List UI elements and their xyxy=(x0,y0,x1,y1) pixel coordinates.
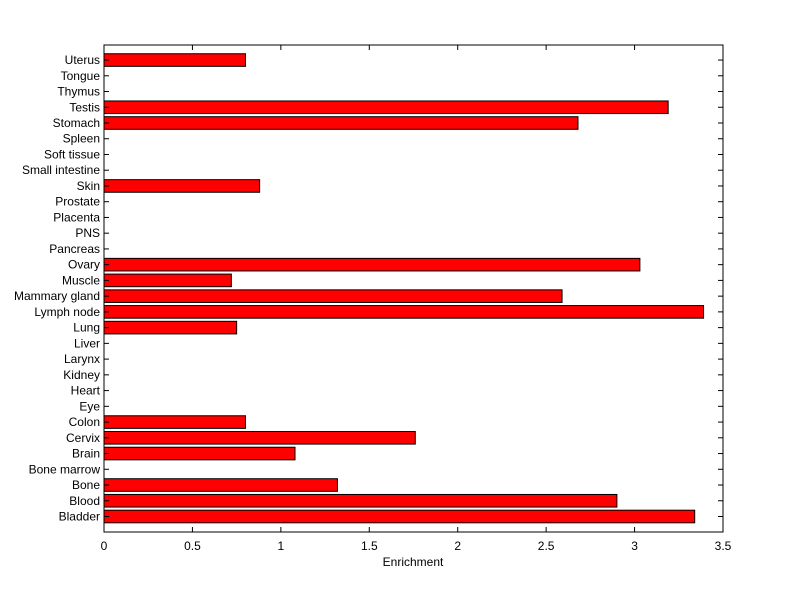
bar-ovary xyxy=(103,257,641,272)
y-tick-label-pancreas: Pancreas xyxy=(49,242,100,256)
y-tick-label-placenta: Placenta xyxy=(53,210,100,224)
y-tick-label-muscle: Muscle xyxy=(62,273,100,287)
x-tick-label-5: 2.5 xyxy=(538,539,555,553)
y-tick-label-cervix: Cervix xyxy=(66,431,100,445)
bar-bladder xyxy=(103,509,696,524)
y-tick-label-skin: Skin xyxy=(77,179,100,193)
y-tick-label-blood: Blood xyxy=(69,494,100,508)
y-tick-label-small-intestine: Small intestine xyxy=(22,163,100,177)
bar-bone xyxy=(103,478,338,492)
bar-mammary-gland xyxy=(103,289,563,303)
y-tick-label-uterus: Uterus xyxy=(65,53,100,67)
bar-uterus xyxy=(103,53,246,67)
y-tick-label-stomach: Stomach xyxy=(53,116,100,130)
y-tick-label-bladder: Bladder xyxy=(59,510,100,524)
y-tick-label-kidney: Kidney xyxy=(63,368,100,382)
x-tick-labels: 0 0.5 1 1.5 2 2.5 3 3.5 xyxy=(101,539,732,553)
y-tick-label-larynx: Larynx xyxy=(64,352,100,366)
bar-skin xyxy=(103,179,261,193)
y-tick-label-tongue: Tongue xyxy=(61,69,101,83)
y-tick-label-bone: Bone xyxy=(72,478,100,492)
y-tick-label-heart: Heart xyxy=(71,384,101,398)
x-tick-label-7: 3.5 xyxy=(715,539,732,553)
y-tick-label-bone-marrow: Bone marrow xyxy=(29,462,101,476)
x-tick-label-4: 2 xyxy=(454,539,461,553)
bar-lymph-node xyxy=(103,305,705,319)
bar-testis xyxy=(103,100,669,115)
y-tick-label-testis: Testis xyxy=(69,100,100,114)
x-tick-label-0: 0 xyxy=(101,539,108,553)
y-tick-label-lung: Lung xyxy=(73,321,100,335)
y-tick-label-brain: Brain xyxy=(72,447,100,461)
bar-brain xyxy=(103,446,296,461)
x-tick-label-6: 3 xyxy=(631,539,638,553)
y-tick-label-lymph-node: Lymph node xyxy=(34,305,100,319)
y-tick-label-thymus: Thymus xyxy=(57,85,100,99)
x-tick-label-2: 1 xyxy=(278,539,285,553)
bar-stomach xyxy=(103,116,579,130)
y-tick-label-spleen: Spleen xyxy=(63,132,100,146)
y-tick-label-mammary-gland: Mammary gland xyxy=(14,289,100,303)
x-tick-label-1: 0.5 xyxy=(184,539,201,553)
y-tick-label-ovary: Ovary xyxy=(68,258,100,272)
x-tick-label-3: 1.5 xyxy=(361,539,378,553)
y-tick-label-liver: Liver xyxy=(74,336,100,350)
bars-layer xyxy=(103,53,705,524)
y-tick-label-eye: Eye xyxy=(79,399,100,413)
y-tick-label-pns: PNS xyxy=(75,226,100,240)
bar-lung xyxy=(103,320,238,335)
plot-area-frame xyxy=(103,44,724,533)
bar-blood xyxy=(103,493,618,508)
x-axis-label: Enrichment xyxy=(383,555,444,569)
bar-cervix xyxy=(103,431,416,445)
bar-colon xyxy=(103,415,246,429)
y-tick-label-soft-tissue: Soft tissue xyxy=(44,147,100,161)
bar-muscle xyxy=(103,273,232,288)
y-tick-label-colon: Colon xyxy=(69,415,100,429)
y-tick-label-prostate: Prostate xyxy=(55,195,100,209)
